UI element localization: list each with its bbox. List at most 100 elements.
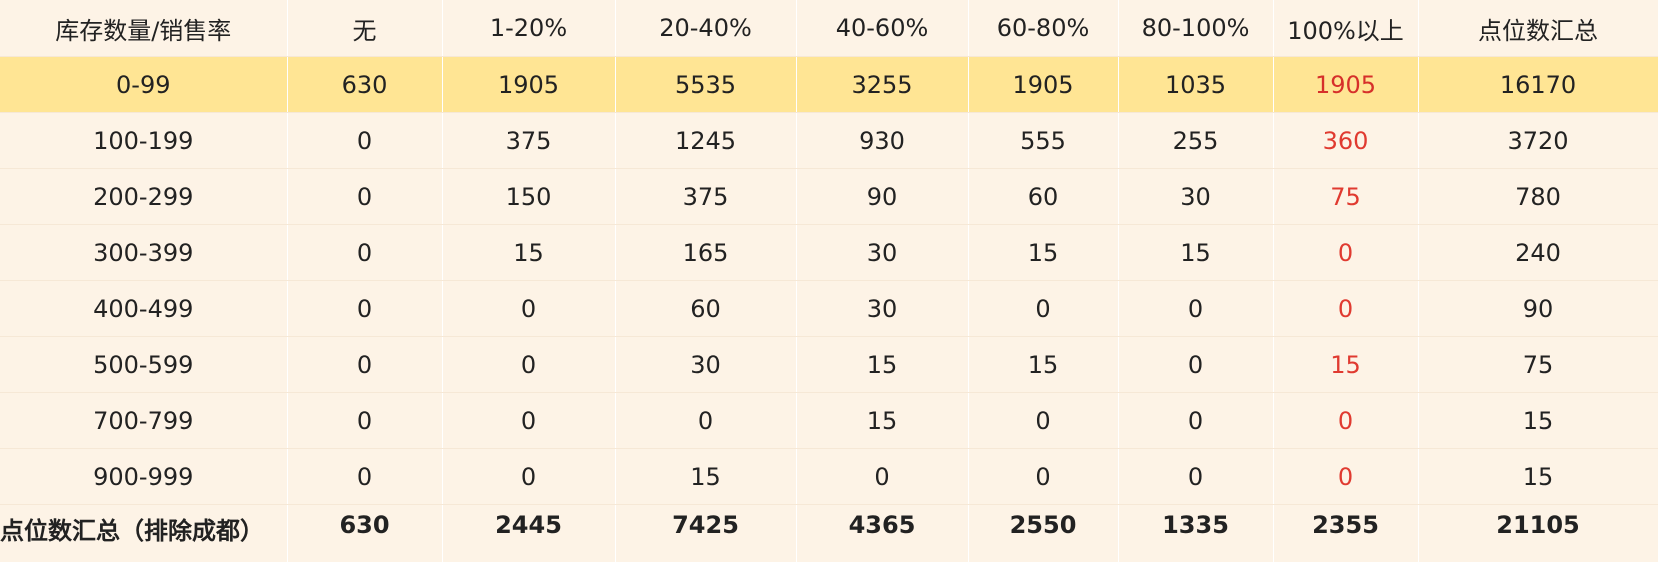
table-row: 700-799 0 0 0 15 0 0 0 15 <box>0 392 1658 449</box>
table-cell[interactable]: 630 <box>287 504 443 562</box>
table-cell[interactable]: 0 <box>1273 392 1419 449</box>
table-cell[interactable]: 0 <box>1118 392 1274 449</box>
table-row: 900-999 0 0 15 0 0 0 0 15 <box>0 448 1658 505</box>
table-cell[interactable]: 0 <box>287 224 443 281</box>
header-row: 库存数量/销售率无 1-20% 20-40% 40-60% 60-80% 80-100% 1… <box>0 0 1658 57</box>
table-row: 500-599 0 0 30 15 15 0 15 75 <box>0 336 1658 393</box>
table-cell[interactable]: 0 <box>442 392 616 449</box>
table-cell[interactable]: 3255 <box>796 56 969 113</box>
table-cell[interactable]: 0 <box>1118 280 1274 337</box>
table-cell[interactable]: 0 <box>287 112 443 169</box>
total-row: 点位数汇总（排除成都） 630 2445 7425 4365 2550 1335 2355 21… <box>0 504 1658 562</box>
row-header-cell[interactable]: 100-199 <box>0 112 288 169</box>
table-cell[interactable]: 90 <box>1418 280 1658 337</box>
table-cell[interactable]: 360 <box>1273 112 1419 169</box>
table-cell[interactable]: 15 <box>968 336 1119 393</box>
table-cell[interactable]: 60 <box>615 280 797 337</box>
table-cell[interactable]: 75 <box>1418 336 1658 393</box>
row-header-cell[interactable]: 300-399 <box>0 224 288 281</box>
row-header-cell[interactable]: 900-999 <box>0 448 288 505</box>
table-cell[interactable]: 2355 <box>1273 504 1419 562</box>
table-cell[interactable]: 0 <box>287 168 443 225</box>
table-cell[interactable]: 90 <box>796 168 969 225</box>
table-row: 300-399 0 15 165 30 15 15 0 240 <box>0 224 1658 281</box>
table-cell[interactable]: 0 <box>1273 280 1419 337</box>
table-cell[interactable]: 15 <box>796 336 969 393</box>
table-cell[interactable]: 16170 <box>1418 56 1658 113</box>
table-cell[interactable]: 630 <box>287 56 443 113</box>
table-cell[interactable]: 15 <box>796 392 969 449</box>
table-cell[interactable]: 30 <box>1118 168 1274 225</box>
table-cell[interactable]: 0 <box>968 448 1119 505</box>
table-cell[interactable]: 75 <box>1273 168 1419 225</box>
table-cell[interactable]: 30 <box>796 224 969 281</box>
table-cell[interactable]: 0 <box>442 280 616 337</box>
table-cell[interactable]: 1245 <box>615 112 797 169</box>
table-cell[interactable]: 1905 <box>442 56 616 113</box>
table-cell[interactable]: 7425 <box>615 504 797 562</box>
table-cell[interactable]: 0 <box>1273 448 1419 505</box>
table-cell[interactable]: 0 <box>287 392 443 449</box>
table-cell[interactable]: 60-80% <box>968 0 1119 57</box>
table-row: 400-499 0 0 60 30 0 0 0 90 <box>0 280 1658 337</box>
table-cell[interactable]: 0 <box>968 280 1119 337</box>
table-cell[interactable]: 60 <box>968 168 1119 225</box>
table-cell[interactable]: 30 <box>615 336 797 393</box>
table-cell[interactable]: 15 <box>1118 224 1274 281</box>
table-cell[interactable]: 4365 <box>796 504 969 562</box>
table-cell[interactable]: 375 <box>442 112 616 169</box>
table-cell[interactable]: 555 <box>968 112 1119 169</box>
table-cell[interactable]: 1905 <box>968 56 1119 113</box>
table-cell[interactable]: 40-60% <box>796 0 969 57</box>
table-cell[interactable]: 15 <box>1418 392 1658 449</box>
table-cell[interactable]: 0 <box>796 448 969 505</box>
table-cell[interactable]: 15 <box>968 224 1119 281</box>
table-cell[interactable]: 80-100% <box>1118 0 1274 57</box>
row-header-cell[interactable]: 700-799 <box>0 392 288 449</box>
table-cell[interactable]: 无 <box>287 0 443 57</box>
table-cell[interactable]: 0 <box>287 280 443 337</box>
table-cell[interactable]: 15 <box>1418 448 1658 505</box>
table-cell[interactable]: 375 <box>615 168 797 225</box>
row-header-cell[interactable]: 500-599 <box>0 336 288 393</box>
table-cell[interactable]: 1905 <box>1273 56 1419 113</box>
table-row: 0-99 630 1905 5535 3255 1905 1035 1905 16170 <box>0 56 1658 113</box>
table-cell[interactable]: 100%以上 <box>1273 0 1419 57</box>
table-cell[interactable]: 1-20% <box>442 0 616 57</box>
table-cell[interactable]: 0 <box>1118 336 1274 393</box>
table-cell[interactable]: 0 <box>1118 448 1274 505</box>
table-cell[interactable]: 1335 <box>1118 504 1274 562</box>
table-cell[interactable]: 0 <box>442 448 616 505</box>
table-cell[interactable]: 30 <box>796 280 969 337</box>
row-header-cell[interactable]: 400-499 <box>0 280 288 337</box>
table-cell[interactable]: 点位数汇总 <box>1418 0 1658 57</box>
row-header-cell[interactable]: 200-299 <box>0 168 288 225</box>
table-cell[interactable]: 0 <box>287 336 443 393</box>
table-cell[interactable]: 0 <box>442 336 616 393</box>
row-header-cell[interactable]: 点位数汇总（排除成都） <box>0 504 288 562</box>
row-header-cell[interactable]: 0-99 <box>0 56 288 113</box>
table-cell[interactable]: 0 <box>287 448 443 505</box>
table-cell[interactable]: 0 <box>615 392 797 449</box>
table-cell[interactable]: 780 <box>1418 168 1658 225</box>
table-cell[interactable]: 2550 <box>968 504 1119 562</box>
table-cell[interactable]: 15 <box>1273 336 1419 393</box>
table-cell[interactable]: 20-40% <box>615 0 797 57</box>
table-cell[interactable]: 2445 <box>442 504 616 562</box>
table-cell[interactable]: 0 <box>1273 224 1419 281</box>
table-cell[interactable]: 150 <box>442 168 616 225</box>
table-cell[interactable]: 255 <box>1118 112 1274 169</box>
table-cell[interactable]: 930 <box>796 112 969 169</box>
table-cell[interactable]: 5535 <box>615 56 797 113</box>
table-cell[interactable]: 21105 <box>1418 504 1658 562</box>
table-cell[interactable]: 240 <box>1418 224 1658 281</box>
table-cell[interactable]: 15 <box>615 448 797 505</box>
table-cell[interactable]: 1035 <box>1118 56 1274 113</box>
row-header-cell[interactable]: 库存数量/销售率 <box>0 0 288 57</box>
table-cell[interactable]: 0 <box>968 392 1119 449</box>
table-cell[interactable]: 15 <box>442 224 616 281</box>
table-cell[interactable]: 3720 <box>1418 112 1658 169</box>
table-cell[interactable]: 165 <box>615 224 797 281</box>
